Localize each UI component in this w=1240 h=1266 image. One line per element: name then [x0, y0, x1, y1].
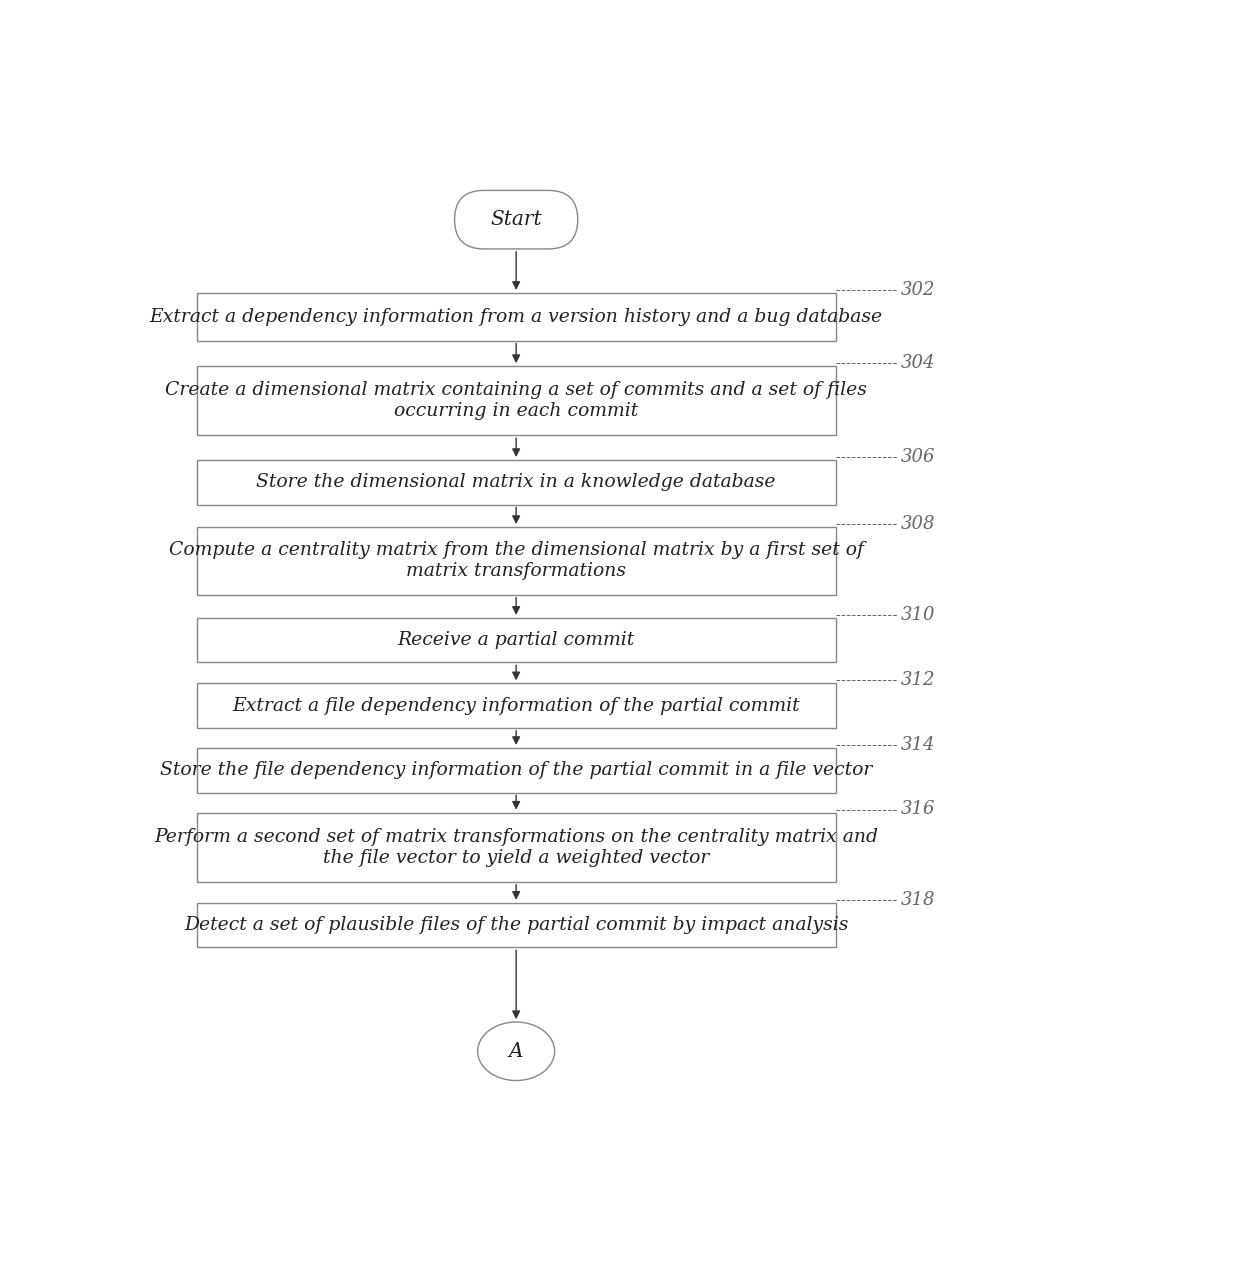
Text: Store the file dependency information of the partial commit in a file vector: Store the file dependency information of… [160, 761, 872, 780]
FancyBboxPatch shape [197, 618, 836, 662]
Text: Receive a partial commit: Receive a partial commit [398, 630, 635, 649]
Text: 316: 316 [901, 800, 936, 819]
Text: 312: 312 [901, 671, 936, 689]
FancyBboxPatch shape [197, 460, 836, 505]
FancyBboxPatch shape [197, 292, 836, 341]
Text: Detect a set of plausible files of the partial commit by impact analysis: Detect a set of plausible files of the p… [184, 917, 848, 934]
FancyBboxPatch shape [197, 748, 836, 793]
Text: 308: 308 [901, 515, 936, 533]
Text: 310: 310 [901, 605, 936, 624]
Text: 306: 306 [901, 448, 936, 466]
Text: A: A [508, 1042, 523, 1061]
Text: Store the dimensional matrix in a knowledge database: Store the dimensional matrix in a knowle… [257, 473, 776, 491]
Text: Perform a second set of matrix transformations on the centrality matrix and
the : Perform a second set of matrix transform… [154, 828, 878, 867]
FancyBboxPatch shape [197, 903, 836, 947]
FancyBboxPatch shape [197, 684, 836, 728]
Text: Extract a dependency information from a version history and a bug database: Extract a dependency information from a … [150, 308, 883, 325]
Text: Create a dimensional matrix containing a set of commits and a set of files
occur: Create a dimensional matrix containing a… [165, 381, 867, 420]
Text: Compute a centrality matrix from the dimensional matrix by a first set of
matrix: Compute a centrality matrix from the dim… [169, 542, 863, 580]
FancyBboxPatch shape [197, 527, 836, 595]
Text: 314: 314 [901, 736, 936, 753]
Text: Extract a file dependency information of the partial commit: Extract a file dependency information of… [232, 696, 800, 714]
Text: 304: 304 [901, 354, 936, 372]
Text: Start: Start [490, 210, 542, 229]
Text: 302: 302 [901, 281, 936, 299]
FancyBboxPatch shape [197, 813, 836, 882]
FancyBboxPatch shape [197, 366, 836, 436]
FancyBboxPatch shape [455, 190, 578, 249]
Text: 318: 318 [901, 890, 936, 909]
